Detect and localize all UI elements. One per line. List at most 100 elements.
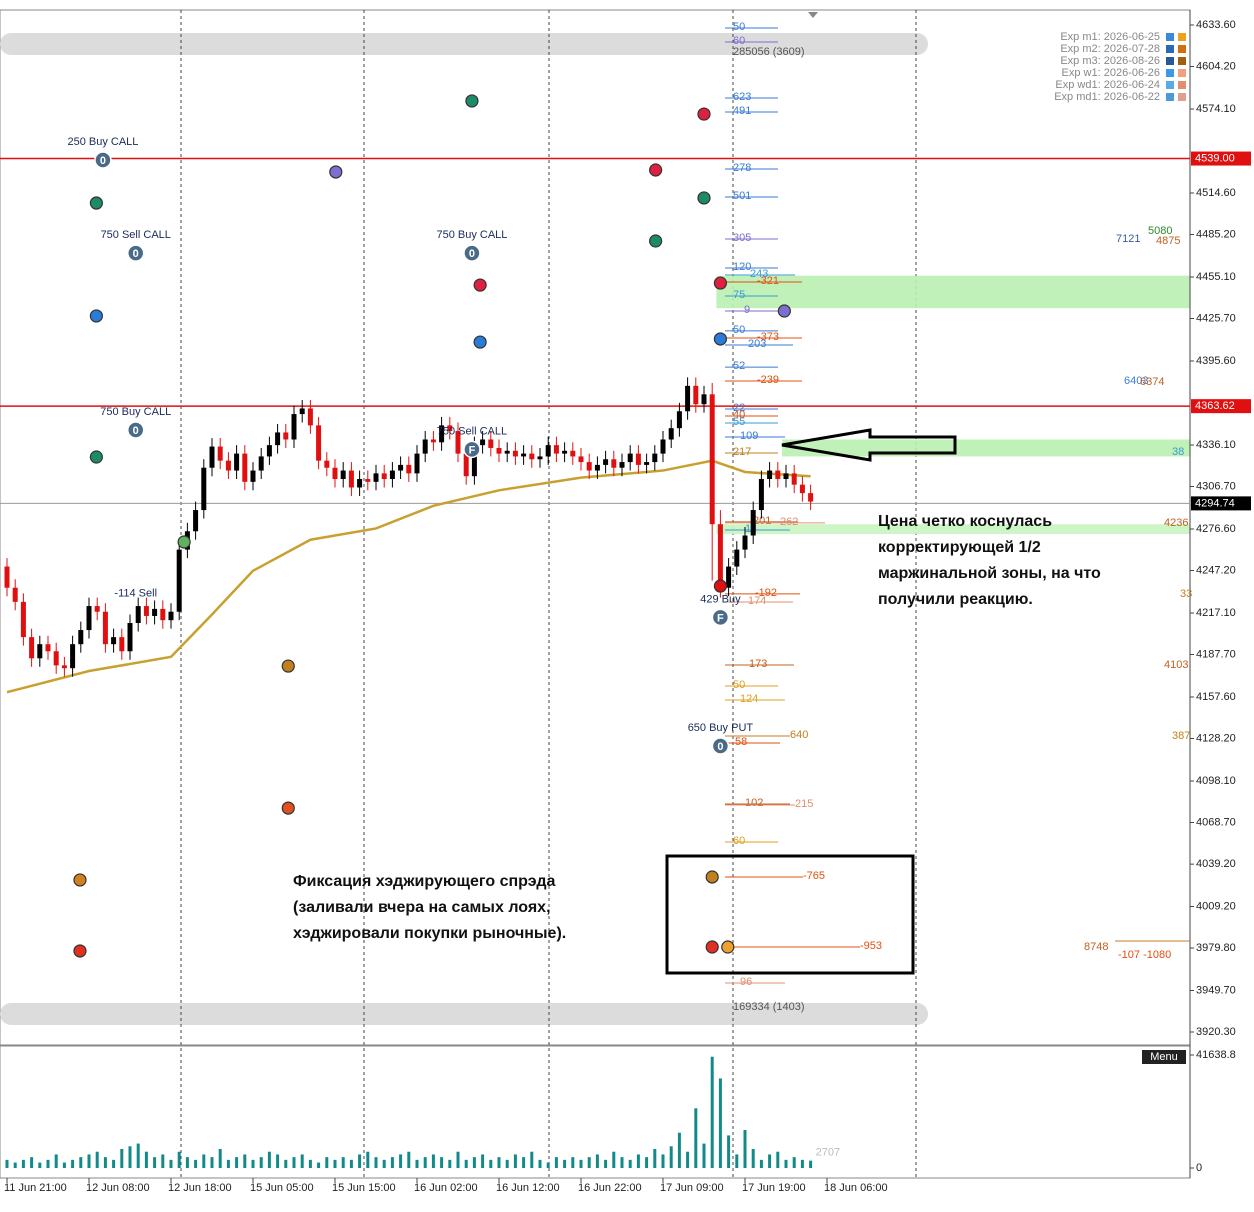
volume-bar <box>62 1162 66 1168</box>
legend-entry: Exp wd1: 2026-06-24 <box>1055 79 1160 91</box>
volume-bar <box>497 1157 501 1168</box>
level-label: 262 <box>780 516 798 528</box>
volume-bar <box>325 1157 329 1168</box>
volume-bar <box>784 1159 788 1168</box>
y-tick-label: 4514.60 <box>1196 187 1236 199</box>
candle-body <box>94 606 100 612</box>
y-tick-label: 4157.60 <box>1196 691 1236 703</box>
trade-dot <box>281 801 295 815</box>
volume-bar <box>169 1159 173 1168</box>
annotation: Фиксация хэджирующего спрэда <box>293 873 555 890</box>
y-tick-label: 4604.20 <box>1196 60 1236 72</box>
level-label: 120 <box>733 261 751 273</box>
volume-bar <box>112 1159 116 1168</box>
level-label: 215 <box>795 798 813 810</box>
price-label-box <box>1191 496 1251 511</box>
volume-bar <box>243 1154 247 1168</box>
y-tick-label: 3949.70 <box>1196 984 1236 996</box>
legend-swatch <box>1178 81 1186 89</box>
volume-bar <box>620 1157 624 1168</box>
candle-body <box>701 394 707 405</box>
menu-label[interactable]: Menu <box>1150 1051 1178 1063</box>
option-marker <box>711 608 730 627</box>
option-label: 250 Buy CALL <box>67 136 138 148</box>
trade-dot <box>73 873 87 887</box>
candle-body <box>537 456 543 460</box>
info-bottom: 169334 (1403) <box>733 1001 805 1013</box>
volume-bar <box>136 1143 140 1168</box>
y-tick-label: 4187.70 <box>1196 648 1236 660</box>
trade-dot <box>329 165 343 179</box>
legend-swatch <box>1178 93 1186 101</box>
annotation: (заливали вчера на самых лоях, <box>293 899 551 916</box>
option-label: 429 Buy <box>700 593 741 605</box>
candle-body <box>422 439 428 454</box>
candle-body <box>102 611 108 645</box>
candle-body <box>12 587 18 602</box>
right-level-label: 8748 <box>1084 941 1108 953</box>
trade-dot <box>649 163 663 177</box>
candle-body <box>586 462 592 471</box>
legend-entry: Exp m3: 2026-08-26 <box>1060 55 1160 67</box>
level-label: 102 <box>745 797 763 809</box>
candle-body <box>176 549 182 612</box>
volume-bar <box>522 1157 526 1168</box>
volume-bar <box>358 1154 362 1168</box>
candle-body <box>775 470 781 480</box>
candle-body <box>307 408 313 426</box>
option-marker <box>126 421 145 439</box>
candle-body <box>291 414 297 440</box>
candle-body <box>86 606 92 631</box>
right-level-label: 4875 <box>1156 235 1180 247</box>
x-tick-label: 18 Jun 06:00 <box>824 1182 888 1194</box>
volume-bar <box>128 1146 132 1168</box>
y-tick-label: 4098.10 <box>1196 775 1236 787</box>
volume-bar <box>653 1149 657 1168</box>
right-level-label: 33 <box>1180 588 1192 600</box>
volume-bar <box>399 1154 403 1168</box>
candle-body <box>709 394 715 525</box>
candle-body <box>316 425 322 461</box>
y-tick-label: 4276.60 <box>1196 523 1236 535</box>
level-label: 50 <box>733 324 745 336</box>
volume-bar <box>800 1159 804 1168</box>
zone <box>782 439 1190 457</box>
candle-body <box>668 428 674 440</box>
candle-body <box>381 473 387 480</box>
candle-body <box>143 606 149 616</box>
candle-body <box>209 446 215 468</box>
candle-body <box>463 453 469 477</box>
candle-body <box>275 432 281 446</box>
candle-body <box>20 601 26 638</box>
candle-body <box>619 462 625 468</box>
volume-bar <box>185 1157 189 1168</box>
x-tick-label: 12 Jun 18:00 <box>168 1182 232 1194</box>
option-marker <box>94 151 112 169</box>
volume-bar <box>768 1154 772 1168</box>
candle-body <box>496 447 502 454</box>
y-tick-label: 4455.10 <box>1196 271 1236 283</box>
option-marker <box>711 737 730 755</box>
volume-bar <box>702 1143 706 1168</box>
scroll-marker <box>808 12 818 18</box>
candle-body <box>783 473 789 480</box>
volume-bar <box>317 1162 321 1168</box>
volume-bar <box>563 1159 567 1168</box>
volume-bar <box>612 1151 616 1168</box>
candle-body <box>512 450 518 457</box>
candle-body <box>726 566 732 588</box>
trade-dot <box>281 659 295 673</box>
legend-swatch <box>1166 69 1174 77</box>
moving-average <box>6 459 811 694</box>
candle-body <box>348 470 354 488</box>
volume-bar <box>669 1146 673 1168</box>
legend-swatch <box>1178 33 1186 41</box>
menu-button[interactable] <box>1142 1050 1186 1064</box>
candle-body <box>488 439 494 448</box>
y-tick-label: 4633.60 <box>1196 19 1236 31</box>
volume-bar <box>809 1160 813 1168</box>
annotation: маржинальной зоны, на что <box>878 565 1101 582</box>
right-level-label: -107 -1080 <box>1118 949 1171 961</box>
candle-body <box>529 453 535 460</box>
trade-dot <box>649 234 663 248</box>
